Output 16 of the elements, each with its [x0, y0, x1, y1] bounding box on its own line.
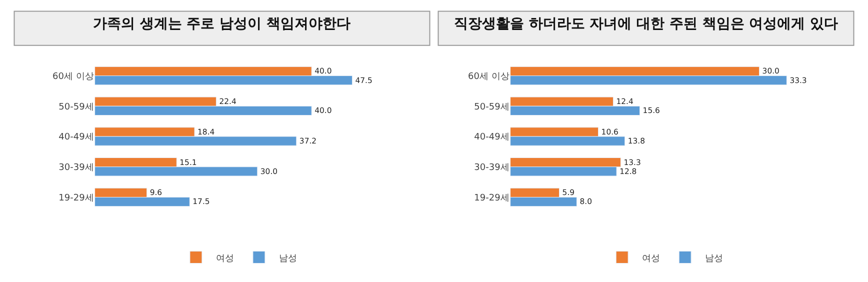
y-tick-label: 19-29세 [474, 193, 510, 204]
y-tick-label: 30-39세 [58, 163, 94, 174]
y-tick-label: 19-29세 [58, 193, 94, 204]
chart-title: 직장생활을 하더라도 자녀에 대한 주된 책임은 여성에게 있다 [454, 16, 838, 32]
y-tick-label: 60세 이상 [52, 72, 94, 82]
y-tick-label: 40-49세 [58, 132, 94, 143]
legend-label: 여성 [216, 254, 234, 264]
legend-label: 남성 [278, 254, 297, 264]
y-tick-label: 30-39세 [474, 163, 510, 174]
legend-label: 남성 [705, 254, 724, 264]
legend-label: 여성 [642, 254, 660, 264]
chart-title: 가족의 생계는 주로 남성이 책임져야한다 [93, 16, 350, 32]
y-tick-label: 50-59세 [58, 102, 94, 112]
y-tick-label: 60세 이상 [468, 72, 510, 82]
y-tick-label: 50-59세 [474, 102, 510, 112]
y-tick-label: 40-49세 [474, 132, 510, 143]
